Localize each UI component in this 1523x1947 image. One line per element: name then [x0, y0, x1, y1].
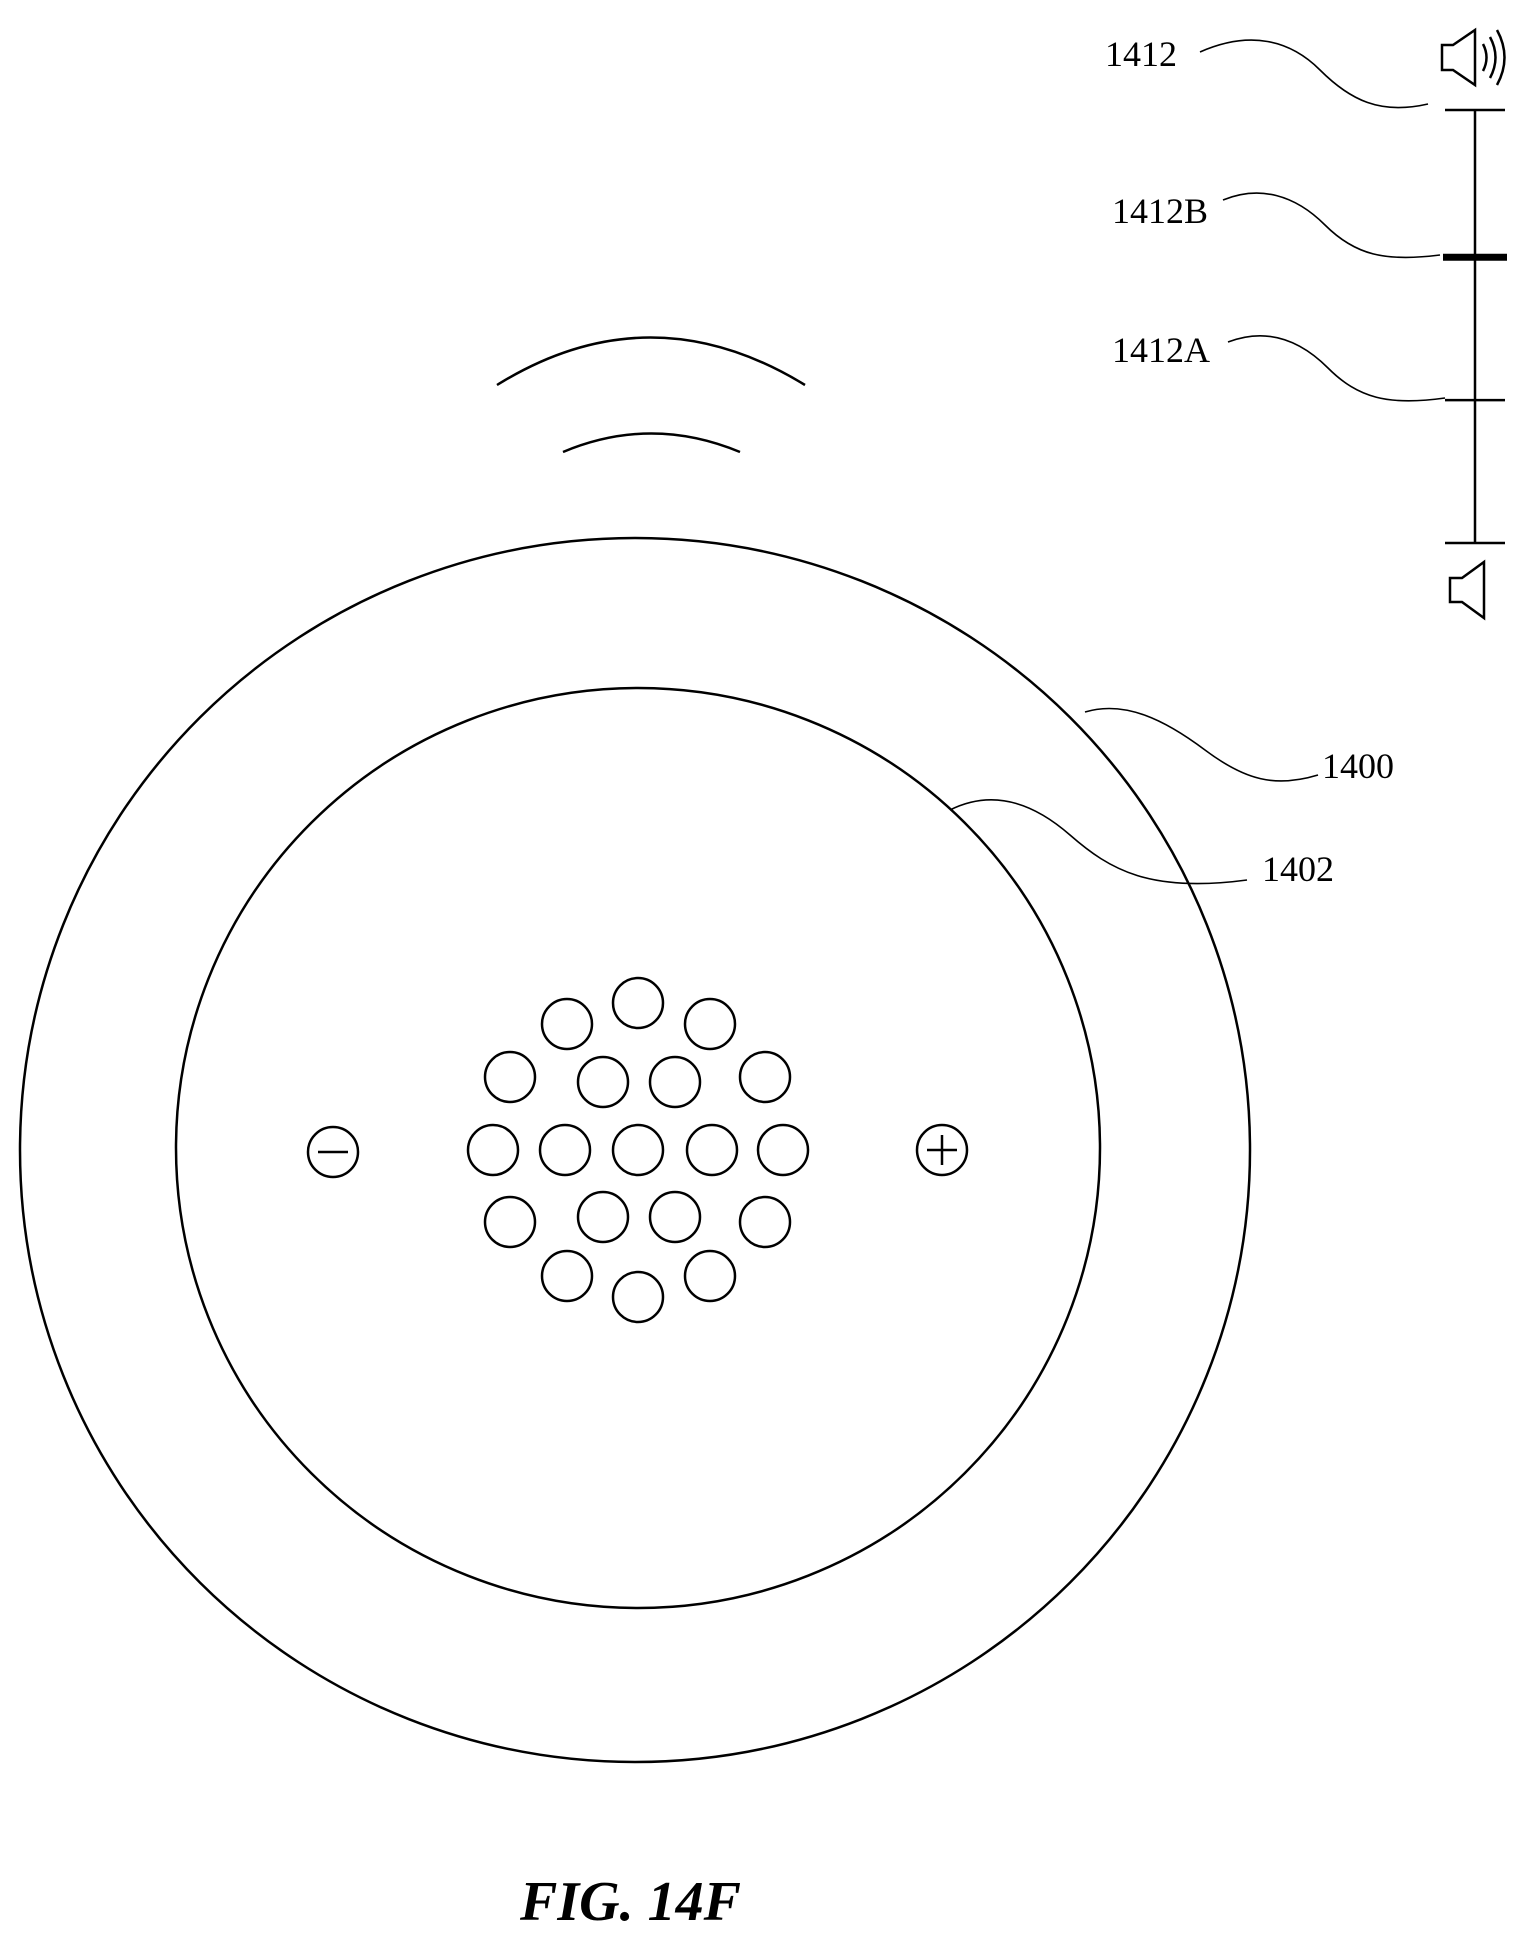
grille-hole	[613, 1125, 663, 1175]
grille-hole	[540, 1125, 590, 1175]
grille-hole	[758, 1125, 808, 1175]
grille-hole	[740, 1052, 790, 1102]
leader-1402	[950, 800, 1247, 884]
label-1412A: 1412A	[1112, 330, 1210, 370]
label-1412: 1412	[1105, 34, 1177, 74]
speaker-quiet-icon	[1450, 562, 1484, 618]
volume-slider[interactable]	[1442, 30, 1507, 618]
leader-1400	[1085, 708, 1318, 781]
leader-1412B	[1223, 193, 1440, 257]
grille-hole	[613, 1272, 663, 1322]
label-1412B: 1412B	[1112, 191, 1208, 231]
grille-hole	[685, 1251, 735, 1301]
grille-hole	[613, 978, 663, 1028]
grille-hole	[685, 999, 735, 1049]
grille-hole	[485, 1052, 535, 1102]
grille-hole	[687, 1125, 737, 1175]
sound-wave-inner	[563, 434, 740, 453]
grille-hole	[485, 1197, 535, 1247]
device-housing	[20, 538, 1250, 1762]
grille-hole	[468, 1125, 518, 1175]
grille-hole	[578, 1192, 628, 1242]
grille-hole	[542, 1251, 592, 1301]
speaker-grille	[468, 978, 808, 1322]
figure-caption: FIG. 14F	[519, 1871, 741, 1933]
label-1400: 1400	[1322, 746, 1394, 786]
sound-wave-icon	[497, 338, 805, 453]
grille-hole	[650, 1057, 700, 1107]
grille-hole	[740, 1197, 790, 1247]
speaker-loud-icon	[1442, 30, 1505, 85]
grille-hole	[650, 1192, 700, 1242]
volume-down-control[interactable]	[308, 1127, 358, 1177]
leader-1412	[1200, 40, 1428, 107]
sound-wave-outer	[497, 338, 805, 386]
leader-1412A	[1228, 336, 1445, 401]
grille-hole	[542, 999, 592, 1049]
label-1402: 1402	[1262, 849, 1334, 889]
touch-surface	[176, 688, 1100, 1608]
volume-up-control[interactable]	[917, 1125, 967, 1175]
grille-hole	[578, 1057, 628, 1107]
